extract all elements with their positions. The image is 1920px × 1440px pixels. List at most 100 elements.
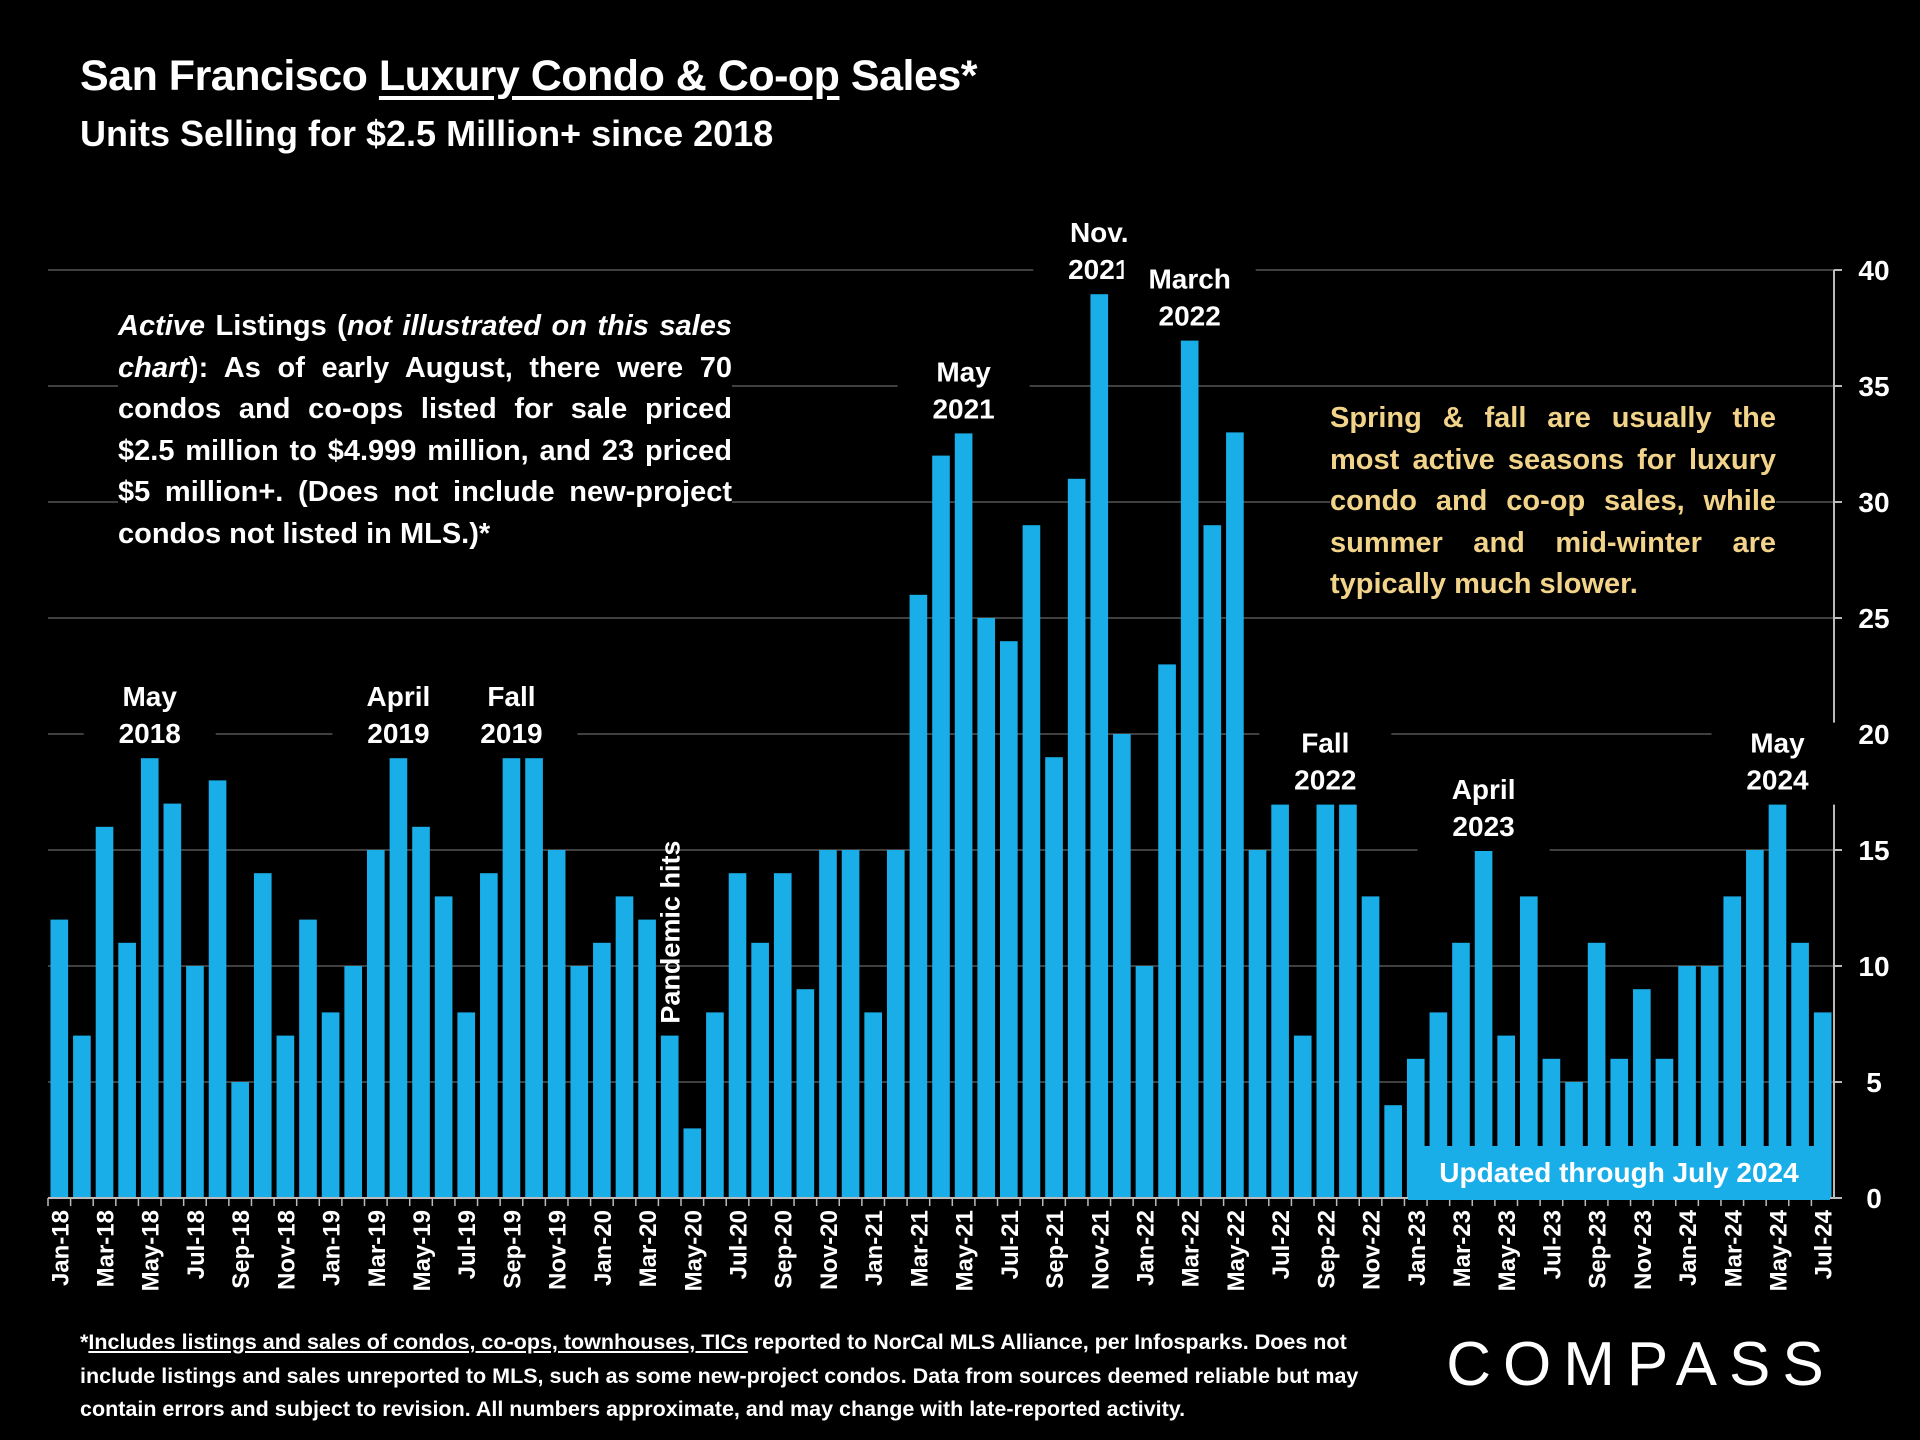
bar-Sep-20 [773,873,792,1198]
bar-Apr-20 [660,1035,679,1198]
bar-Jul-22 [1271,803,1289,1198]
x-tick-label: Nov-23 [1630,1210,1657,1290]
compass-logo: COMPASS [1446,1330,1823,1396]
bar-Sep-23 [1587,942,1606,1198]
x-tick-label: Jan-24 [1675,1209,1702,1286]
annotation-label: Fall [1301,728,1349,759]
bar-Nov-20 [819,850,837,1198]
bar-Feb-20 [615,896,634,1198]
bar-Apr-18 [118,942,136,1198]
bar-Jan-22 [1135,966,1154,1198]
footnote: *Includes listings and sales of condos, … [80,1326,1420,1427]
x-tick-label: Sep-20 [771,1210,798,1289]
bar-Dec-22 [1384,1105,1402,1198]
bar-May-20 [683,1128,702,1198]
x-tick-label: Sep-22 [1313,1210,1340,1289]
updated-badge: Updated through July 2024 [1408,1146,1830,1200]
bar-Aug-21 [1022,525,1041,1198]
bar-Jan-18 [50,919,69,1198]
bar-Mar-21 [909,594,928,1198]
x-tick-label: Sep-21 [1042,1210,1069,1289]
x-tick-label: Jan-21 [861,1210,888,1286]
title-underlined: Luxury Condo & Co-op [378,52,840,100]
annotation-pandemic: Pandemic hits [656,841,686,1024]
annotation-label: 2021 [1068,254,1130,285]
bar-Feb-24 [1700,966,1719,1198]
annotation-bg [445,676,578,759]
x-tick-label: Nov-19 [545,1210,572,1290]
bar-Dec-21 [1113,734,1131,1198]
x-tick-label: Sep-18 [228,1210,255,1289]
x-tick-label: Mar-23 [1449,1210,1476,1287]
bar-Aug-22 [1293,1035,1312,1198]
annotation-bg [1711,722,1844,805]
annotations: May 2018 April 2019 Fall 2019 Pandemic hits May… [83,212,1844,1024]
bar-Mar-22 [1180,339,1199,1199]
bar-Jan-19 [321,1012,340,1198]
bar-Sep-22 [1316,803,1335,1198]
annotation-label: 2022 [1294,765,1356,796]
x-tick-label: Jan-19 [319,1210,346,1286]
x-tick-label: Jul-20 [726,1210,753,1279]
active-listings-note: Active Listings (not illustrated on this… [118,306,732,555]
x-tick-label: Jan-20 [590,1210,617,1286]
x-tick-label: May-22 [1223,1210,1250,1291]
x-tick-label: Nov-22 [1359,1210,1386,1290]
annotation-label: May [936,356,991,387]
bar-Jan-20 [593,942,611,1198]
x-tick-label: Nov-20 [816,1210,843,1290]
x-tick-label: Jul-18 [183,1210,210,1279]
annotation-label: 2022 [1159,301,1221,332]
bar-Nov-23 [1633,989,1651,1198]
bar-Dec-20 [841,850,860,1198]
page-title: San Francisco Luxury Condo & Co-op Sales… [80,52,978,101]
x-tick-label: Jul-19 [454,1210,481,1279]
bar-Aug-19 [480,873,498,1198]
bar-Jun-22 [1248,850,1267,1198]
annotation-label: 2023 [1452,811,1514,842]
page-subtitle: Units Selling for $2.5 Million+ since 20… [80,113,774,154]
annotation-label: May [1750,728,1805,759]
y-tick-label: 20 [1858,719,1889,750]
bar-Jun-23 [1519,896,1538,1198]
bar-Nov-22 [1361,896,1380,1198]
bar-Apr-24 [1746,850,1764,1198]
bar-Feb-22 [1158,664,1176,1198]
annotation-bg [1417,769,1550,851]
bar-Apr-21 [932,455,950,1199]
bar-Apr-23 [1474,850,1493,1198]
x-tick-label: Sep-19 [499,1210,526,1289]
x-tick-label: Nov-18 [273,1210,300,1290]
x-tick-label: Mar-24 [1720,1209,1747,1287]
bar-Jun-19 [434,896,453,1198]
x-tick-label: Mar-18 [93,1210,120,1287]
bar-Jan-24 [1678,966,1696,1198]
annotation-bg [1259,722,1392,805]
bar-Mar-24 [1723,896,1742,1198]
y-tick-label: 40 [1858,255,1889,286]
footnote-prefix: * [80,1330,89,1354]
bar-Aug-18 [208,780,227,1198]
note-em-2: not illustrated on this sales chart [118,310,732,384]
bar-Nov-18 [276,1035,295,1198]
annotation-label: Nov. [1070,217,1129,248]
x-tick-label: May-24 [1765,1209,1792,1291]
note-text-1: Listings ( [205,310,347,342]
annotation-label: May [122,681,177,712]
bar-Jan-21 [864,1012,882,1198]
x-tick-label: Nov-21 [1087,1210,1114,1290]
bar-Feb-18 [73,1035,91,1198]
bar-Mar-19 [366,850,385,1198]
bar-Sep-19 [502,757,521,1198]
footnote-rest: reported to NorCal MLS Alliance, per Inf… [80,1330,1359,1421]
bar-Nov-21 [1090,293,1109,1198]
bar-Nov-19 [547,850,566,1198]
annotation-bg [83,676,216,759]
seasons-note: Spring & fall are usually the most activ… [1330,398,1776,606]
bar-Jun-24 [1791,942,1809,1198]
x-tick-label: May-21 [952,1210,979,1291]
bar-May-22 [1226,432,1244,1198]
note-text-2: ): As of early August, there were 70 con… [118,351,732,550]
bar-Feb-19 [344,966,363,1198]
x-tick-label: Jul-21 [997,1210,1024,1279]
